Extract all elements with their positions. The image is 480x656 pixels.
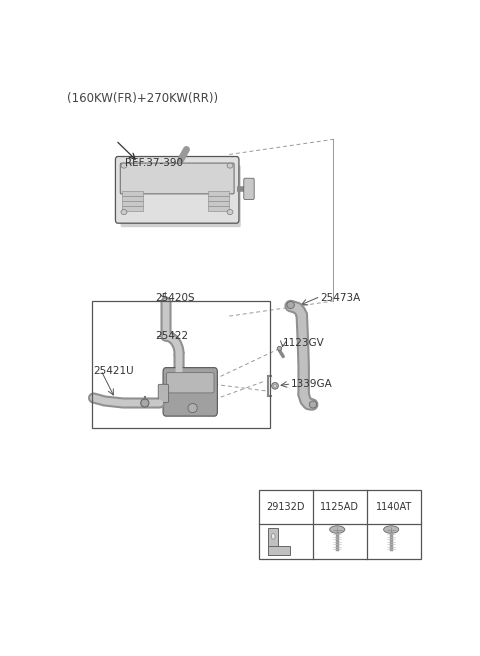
Ellipse shape xyxy=(141,399,149,407)
FancyBboxPatch shape xyxy=(268,528,278,555)
Ellipse shape xyxy=(271,533,275,539)
Text: 25421U: 25421U xyxy=(94,366,134,376)
Ellipse shape xyxy=(188,403,197,413)
Text: 29132D: 29132D xyxy=(267,502,305,512)
FancyBboxPatch shape xyxy=(208,201,229,207)
Text: 1339GA: 1339GA xyxy=(290,379,332,389)
Text: REF.37-390: REF.37-390 xyxy=(125,158,183,168)
FancyBboxPatch shape xyxy=(122,207,144,212)
FancyBboxPatch shape xyxy=(268,546,289,555)
FancyBboxPatch shape xyxy=(115,157,239,223)
FancyBboxPatch shape xyxy=(120,163,234,194)
Text: 25420S: 25420S xyxy=(155,293,194,303)
Ellipse shape xyxy=(121,209,127,215)
Ellipse shape xyxy=(272,382,278,389)
Text: 1140AT: 1140AT xyxy=(376,502,412,512)
Text: 1123GV: 1123GV xyxy=(283,338,325,348)
FancyBboxPatch shape xyxy=(167,373,214,393)
FancyBboxPatch shape xyxy=(163,367,217,416)
Text: (160KW(FR)+270KW(RR)): (160KW(FR)+270KW(RR)) xyxy=(67,92,218,105)
Bar xyxy=(259,491,421,559)
FancyBboxPatch shape xyxy=(158,384,168,403)
Ellipse shape xyxy=(274,384,276,387)
FancyBboxPatch shape xyxy=(208,192,229,196)
FancyBboxPatch shape xyxy=(120,165,241,227)
Ellipse shape xyxy=(384,526,399,533)
FancyBboxPatch shape xyxy=(122,192,144,196)
Text: 25473A: 25473A xyxy=(321,293,360,303)
Text: 25422: 25422 xyxy=(155,331,188,341)
Ellipse shape xyxy=(277,346,282,350)
Ellipse shape xyxy=(330,526,345,533)
Bar xyxy=(92,301,270,428)
Ellipse shape xyxy=(309,401,317,408)
Ellipse shape xyxy=(121,163,127,168)
FancyBboxPatch shape xyxy=(122,196,144,201)
FancyBboxPatch shape xyxy=(208,196,229,201)
FancyBboxPatch shape xyxy=(208,207,229,212)
Ellipse shape xyxy=(227,209,233,215)
Ellipse shape xyxy=(287,302,294,308)
Ellipse shape xyxy=(227,163,233,168)
FancyBboxPatch shape xyxy=(122,201,144,207)
Text: 1125AD: 1125AD xyxy=(321,502,360,512)
FancyBboxPatch shape xyxy=(244,178,254,199)
